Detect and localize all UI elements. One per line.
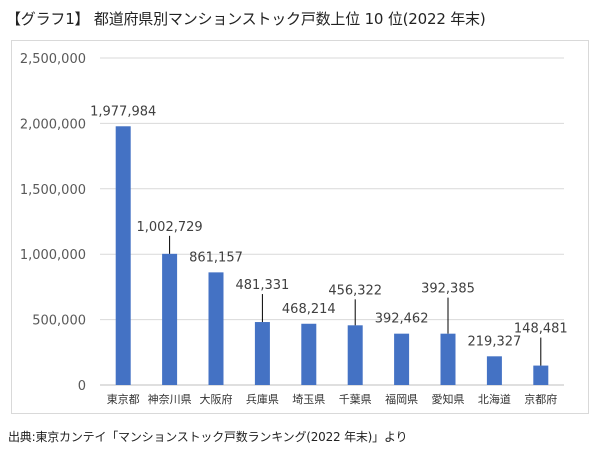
bar [394, 333, 410, 385]
bar [301, 323, 317, 385]
chart-frame [11, 40, 589, 414]
bar [115, 126, 131, 385]
bar [486, 356, 502, 385]
bar [347, 325, 363, 385]
bar [162, 253, 178, 385]
y-tick-label: 2,500,000 [20, 52, 86, 67]
x-tick-label: 京都府 [524, 392, 557, 406]
x-tick-label: 大阪府 [200, 392, 233, 406]
data-label: 456,322 [328, 283, 382, 298]
bar [533, 365, 549, 385]
data-label: 1,002,729 [137, 220, 203, 235]
bar [440, 333, 456, 385]
y-tick-label: 2,000,000 [20, 117, 86, 132]
bar [208, 272, 224, 385]
y-tick-label: 1,000,000 [20, 248, 86, 263]
data-label: 392,385 [421, 282, 475, 297]
data-label: 481,331 [236, 278, 290, 293]
data-label: 392,462 [375, 312, 429, 327]
data-label: 148,481 [514, 322, 568, 337]
x-tick-label: 東京都 [107, 392, 140, 406]
x-tick-label: 埼玉県 [292, 392, 325, 406]
y-tick-label: 1,500,000 [20, 183, 86, 198]
x-tick-label: 千葉県 [339, 392, 372, 406]
source-note: 出典:東京カンテイ「マンションストック戸数ランキング(2022 年末)」より [8, 430, 408, 444]
x-tick-label: 神奈川県 [148, 392, 192, 406]
data-label: 219,327 [468, 334, 522, 349]
data-label: 861,157 [189, 250, 243, 265]
y-tick-label: 500,000 [32, 314, 86, 329]
bar [254, 322, 270, 385]
x-tick-label: 兵庫県 [246, 392, 279, 406]
x-tick-label: 愛知県 [432, 392, 465, 406]
chart-title: 【グラフ1】 都道府県別マンションストック戸数上位 10 位(2022 年末) [6, 10, 486, 28]
x-tick-label: 福岡県 [385, 392, 418, 406]
data-label: 1,977,984 [90, 104, 156, 119]
data-label: 468,214 [282, 302, 336, 317]
y-tick-label: 0 [78, 379, 86, 394]
x-tick-label: 北海道 [478, 392, 511, 406]
